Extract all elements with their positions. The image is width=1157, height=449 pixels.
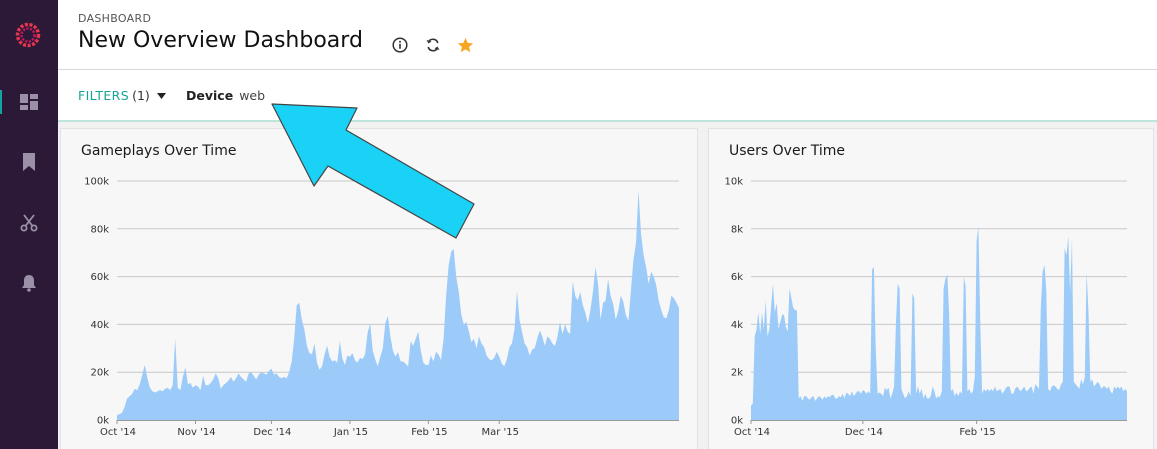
y-tick-label: 60k	[90, 272, 109, 283]
chart-title: Users Over Time	[729, 143, 846, 159]
x-tick-label: Dec '14	[253, 427, 291, 438]
chart-panel-gameplays: 0k 20k 40k 60k 80k 100k Oct '14 Nov '14 Dec '14 J…	[60, 128, 698, 449]
y-tick-label: 2k	[731, 368, 743, 379]
y-tick-label: 100k	[84, 177, 109, 188]
y-tick-label: 20k	[90, 368, 109, 379]
y-tick-label: 4k	[731, 320, 743, 331]
breadcrumb[interactable]: DASHBOARD	[78, 12, 152, 25]
gameplays-chart: 0k 20k 40k 60k 80k 100k Oct '14 Nov '14 Dec '14 J…	[84, 177, 679, 438]
y-tick-label: 6k	[731, 272, 743, 283]
y-tick-label: 80k	[90, 224, 109, 235]
series-area[interactable]	[751, 226, 1127, 420]
sidebar-item-bookmarks[interactable]	[0, 142, 58, 182]
page-title: New Overview Dashboard	[78, 28, 363, 53]
y-tick-label: 0k	[731, 416, 743, 427]
refresh-button[interactable]	[424, 36, 442, 54]
caret-down-icon	[156, 92, 166, 99]
chart-title: Gameplays Over Time	[81, 143, 237, 159]
x-tick-label: Dec '14	[845, 427, 883, 438]
y-tick-label: 8k	[731, 224, 743, 235]
info-icon	[392, 37, 408, 53]
chart-panel-users: 0k 2k 4k 6k 8k 10k Oct '14 Dec '14 Feb '15 Users…	[708, 128, 1154, 449]
sidebar-item-dashboards[interactable]	[0, 82, 58, 122]
filters-toggle[interactable]: FILTERS (1)	[78, 88, 166, 103]
refresh-icon	[426, 38, 440, 52]
star-icon	[457, 37, 473, 52]
dashboard-content: 0k 20k 40k 60k 80k 100k Oct '14 Nov '14 Dec '14 J…	[58, 122, 1157, 449]
app-logo[interactable]	[15, 22, 41, 48]
x-tick-label: Oct '14	[100, 427, 136, 438]
y-tick-label: 40k	[90, 320, 109, 331]
dashboard-icon	[20, 94, 38, 110]
x-tick-label: Jan '15	[333, 427, 368, 438]
filter-chip-device[interactable]: Device web	[186, 88, 265, 103]
filters-label: FILTERS	[78, 88, 130, 103]
filter-value: web	[239, 88, 266, 103]
x-tick-label: Feb '15	[411, 427, 447, 438]
sidebar-item-tools[interactable]	[0, 203, 58, 243]
sidebar	[0, 0, 58, 449]
x-tick-label: Feb '15	[959, 427, 995, 438]
series-area[interactable]	[117, 190, 679, 420]
y-tick-label: 10k	[724, 177, 743, 188]
filters-count: (1)	[132, 88, 150, 103]
favorite-button[interactable]	[456, 36, 474, 54]
filter-key: Device	[186, 88, 234, 103]
page-header: DASHBOARD New Overview Dashboard	[58, 0, 1157, 70]
users-chart: 0k 2k 4k 6k 8k 10k Oct '14 Dec '14 Feb '15	[724, 177, 1127, 438]
x-tick-label: Mar '15	[481, 427, 519, 438]
bookmark-icon	[23, 153, 35, 171]
x-tick-label: Nov '14	[177, 427, 215, 438]
filter-bar: FILTERS (1) Device web	[58, 70, 1157, 122]
scissors-icon	[20, 214, 38, 232]
sidebar-item-alerts[interactable]	[0, 263, 58, 303]
info-button[interactable]	[391, 36, 409, 54]
bell-icon	[22, 275, 36, 292]
x-tick-label: Oct '14	[734, 427, 770, 438]
y-tick-label: 0k	[97, 416, 109, 427]
